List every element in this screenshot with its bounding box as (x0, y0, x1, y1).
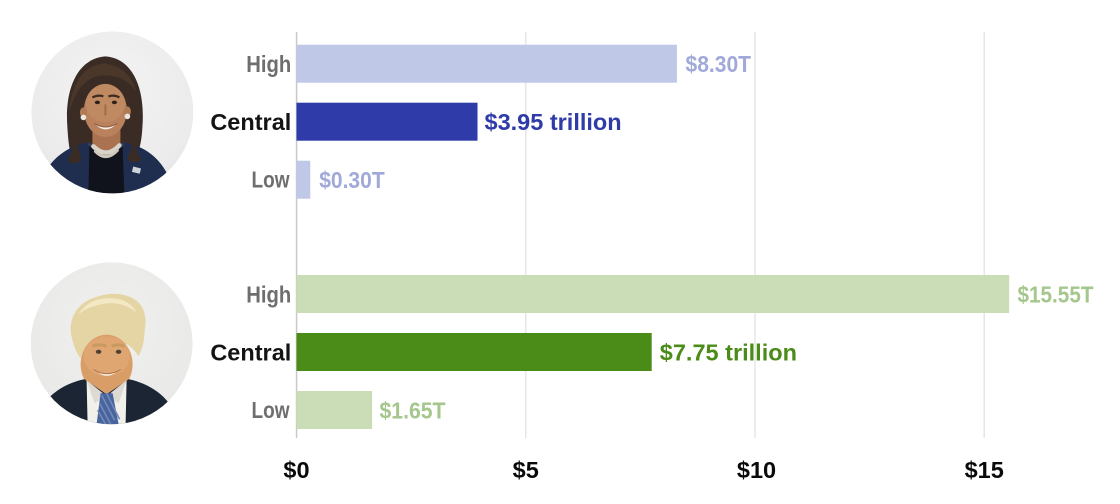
svg-text:High: High (246, 51, 291, 77)
svg-text:$5: $5 (513, 457, 539, 483)
svg-text:$1.65T: $1.65T (380, 397, 447, 423)
svg-text:High: High (246, 281, 291, 307)
svg-text:Central: Central (210, 339, 291, 365)
svg-text:$15.55T: $15.55T (1018, 281, 1095, 307)
svg-text:Low: Low (252, 397, 291, 423)
svg-text:Low: Low (252, 167, 291, 193)
svg-text:$3.95 trillion: $3.95 trillion (485, 109, 622, 135)
svg-text:$10: $10 (737, 457, 776, 483)
svg-text:$0: $0 (283, 457, 309, 483)
svg-text:$7.75 trillion: $7.75 trillion (660, 339, 797, 365)
svg-text:$15: $15 (965, 457, 1004, 483)
svg-text:$8.30T: $8.30T (686, 51, 752, 77)
svg-text:Central: Central (210, 109, 291, 135)
svg-text:$0.30T: $0.30T (319, 167, 385, 193)
